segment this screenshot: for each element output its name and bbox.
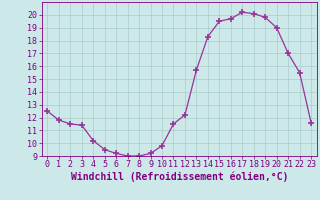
X-axis label: Windchill (Refroidissement éolien,°C): Windchill (Refroidissement éolien,°C) <box>70 172 288 182</box>
